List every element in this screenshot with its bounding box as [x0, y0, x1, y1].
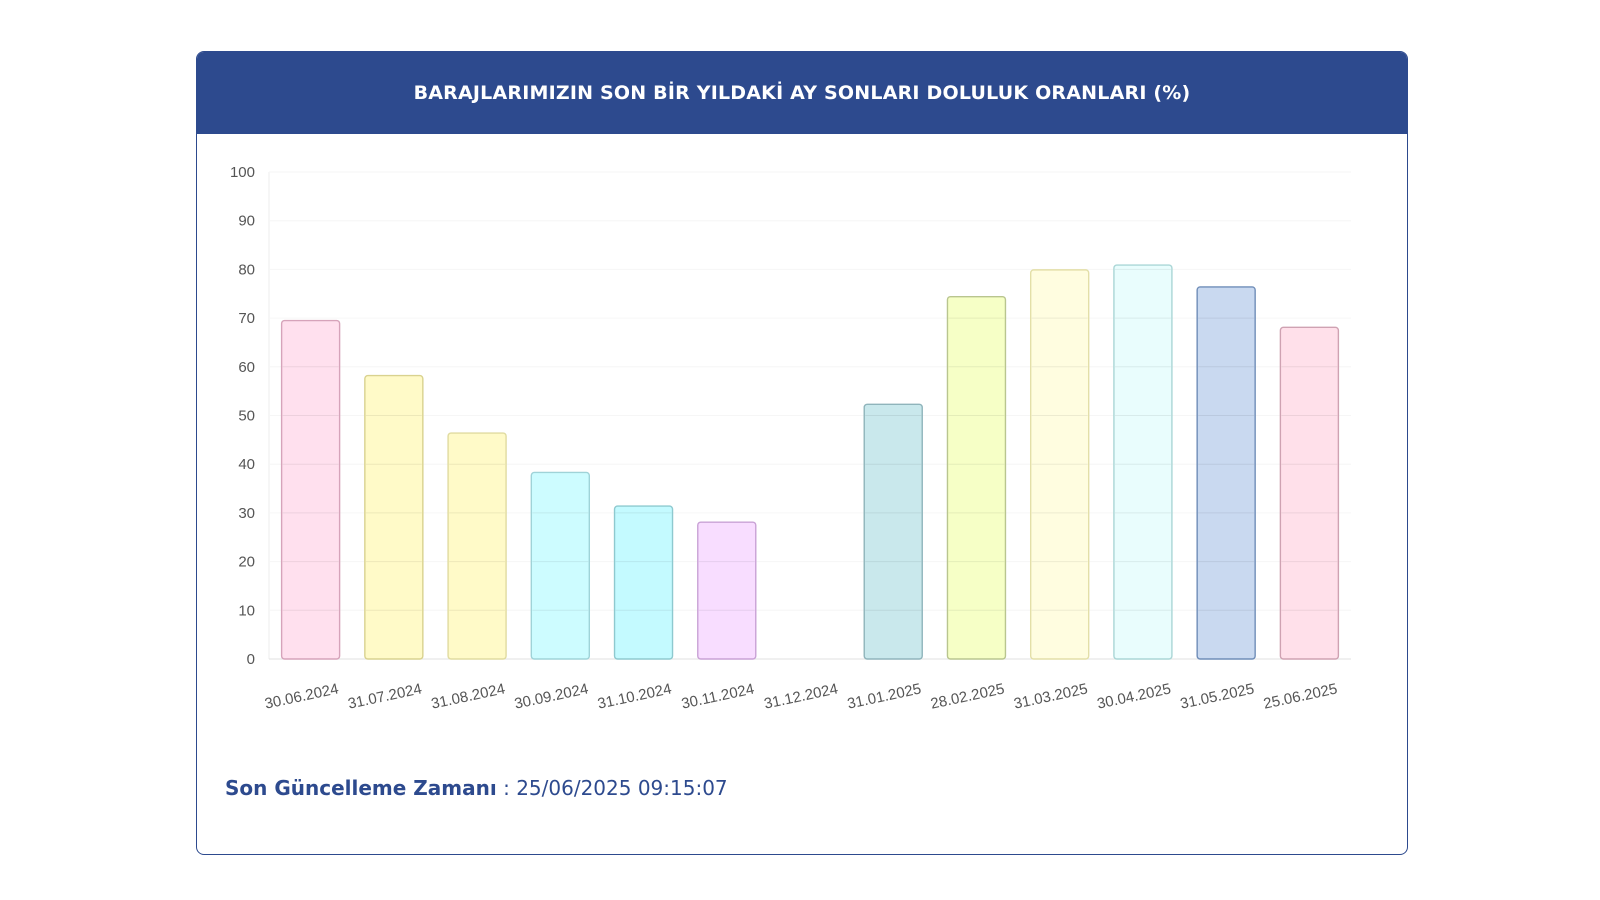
x-tick-label: 30.09.2024	[513, 680, 590, 712]
chart-card: BARAJLARIMIZIN SON BİR YILDAKİ AY SONLAR…	[196, 51, 1408, 855]
bar	[946, 295, 1007, 660]
bar-chart: 0 10 20 30 40 50 60 70 80 90 100 30.06.2024 31.07.20…	[230, 164, 1351, 713]
x-tick-label: 30.04.2025	[1096, 680, 1173, 712]
last-update-label: Son Güncelleme Zamanı	[225, 776, 497, 800]
x-tick-label: 25.06.2025	[1262, 680, 1339, 712]
y-tick-label: 10	[238, 602, 255, 619]
bar	[1279, 326, 1340, 660]
last-update-value: 25/06/2025 09:15:07	[516, 776, 728, 800]
y-tick-label: 40	[238, 456, 255, 473]
x-tick-label: 31.01.2025	[846, 680, 923, 712]
bar	[697, 521, 757, 660]
x-tick-label: 30.11.2024	[680, 681, 756, 713]
y-tick-label: 100	[230, 164, 255, 181]
bar	[1196, 286, 1256, 660]
y-tick-label: 0	[247, 651, 255, 668]
bar	[1113, 264, 1173, 660]
x-tick-label: 30.06.2024	[263, 680, 340, 712]
x-tick-label: 31.07.2024	[346, 680, 423, 712]
y-tick-label: 30	[238, 505, 255, 522]
y-tick-label: 20	[238, 554, 255, 571]
x-tick-label: 31.10.2024	[596, 680, 673, 712]
x-tick-label: 31.05.2025	[1179, 680, 1256, 712]
x-tick-label: 28.02.2025	[929, 680, 1006, 712]
y-tick-label: 80	[238, 261, 255, 278]
x-tick-label: 31.08.2024	[430, 680, 507, 712]
bar	[863, 403, 923, 660]
x-tick-label: 31.03.2025	[1012, 680, 1089, 712]
y-tick-label: 60	[238, 359, 255, 376]
last-update-separator: :	[503, 776, 510, 800]
bar	[613, 505, 674, 660]
y-tick-label: 50	[238, 408, 255, 425]
x-tick-label: 31.12.2024	[763, 680, 840, 712]
y-tick-label: 90	[238, 213, 255, 230]
bar	[364, 374, 424, 660]
bar	[530, 471, 591, 660]
y-tick-label: 70	[238, 310, 255, 327]
chart-title: BARAJLARIMIZIN SON BİR YILDAKİ AY SONLAR…	[197, 52, 1407, 134]
bar	[280, 319, 341, 660]
bar	[1029, 269, 1090, 660]
bar	[447, 432, 507, 660]
last-update: Son Güncelleme Zamanı : 25/06/2025 09:15…	[225, 776, 728, 800]
